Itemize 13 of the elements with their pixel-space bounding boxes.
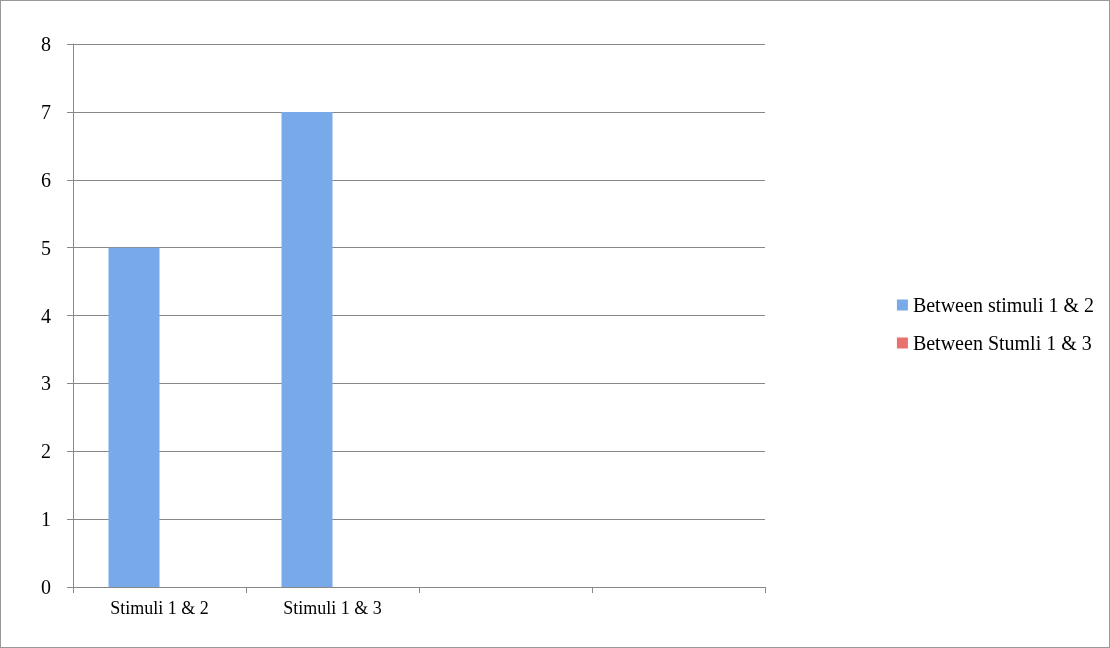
- y-tick-label: 8: [41, 33, 51, 55]
- y-tick-label: 7: [41, 100, 51, 123]
- y-tick-label: 3: [41, 372, 51, 395]
- legend-label: Between Stumli 1 & 3: [912, 332, 1092, 354]
- x-tick-label: Stimuli 1 & 2: [110, 598, 209, 618]
- y-tick-label: 0: [41, 576, 51, 598]
- y-tick-label: 6: [41, 168, 51, 191]
- y-tick-label: 2: [41, 440, 51, 463]
- y-tick-label: 1: [41, 508, 51, 531]
- legend-label: Between stimuli 1 & 2: [912, 294, 1094, 316]
- x-tick-label: Stimuli 1 & 3: [283, 598, 382, 618]
- y-tick-label: 5: [41, 236, 51, 259]
- y-tick-label: 4: [41, 304, 51, 327]
